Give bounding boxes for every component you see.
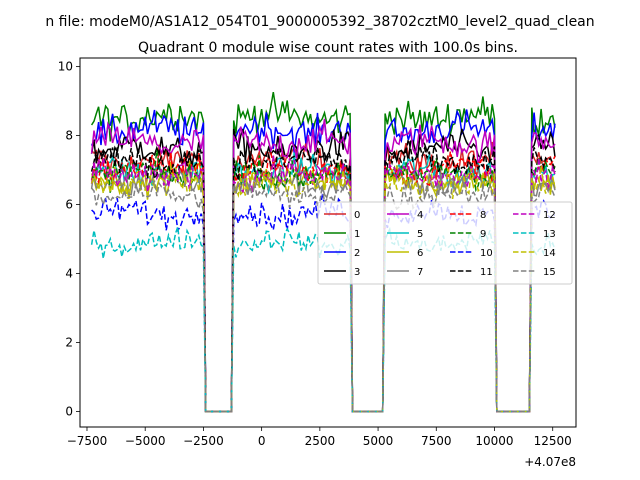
series-line-4 <box>90 118 556 413</box>
y-tick-label: 8 <box>65 129 73 143</box>
x-tick-label: −7500 <box>67 434 108 448</box>
series-line-11 <box>90 139 556 413</box>
legend-label-9: 9 <box>480 229 486 240</box>
x-tick-label: 0 <box>258 434 266 448</box>
legend-label-12: 12 <box>543 210 556 221</box>
x-axis: −7500 −5000 −2500 0 2500 5000 7500 10000 12500 <box>67 427 572 448</box>
legend-label-5: 5 <box>417 229 423 240</box>
legend-label-10: 10 <box>480 248 493 259</box>
x-tick-label: 7500 <box>421 434 452 448</box>
legend-box <box>317 201 573 285</box>
x-tick-label: 2500 <box>305 434 336 448</box>
y-tick-label: 0 <box>65 404 73 418</box>
legend-label-14: 14 <box>543 248 556 259</box>
y-tick-label: 2 <box>65 336 73 350</box>
y-tick-label: 6 <box>65 198 73 212</box>
series-line-12 <box>90 154 556 413</box>
legend-label-6: 6 <box>417 248 423 259</box>
series-line-14 <box>90 166 556 413</box>
y-axis: 0 2 4 6 8 10 <box>58 60 80 418</box>
x-tick-label: 5000 <box>363 434 394 448</box>
plot-frame <box>79 57 577 428</box>
x-offset-label: +4.07e8 <box>524 455 576 469</box>
legend-label-0: 0 <box>354 210 360 221</box>
legend-label-15: 15 <box>543 267 556 278</box>
legend-label-7: 7 <box>417 267 423 278</box>
legend-label-4: 4 <box>417 210 423 221</box>
y-tick-label: 10 <box>58 60 73 74</box>
legend-label-11: 11 <box>480 267 493 278</box>
legend-label-8: 8 <box>480 210 486 221</box>
legend-label-13: 13 <box>543 229 556 240</box>
legend-label-1: 1 <box>354 229 360 240</box>
x-tick-label: 10000 <box>475 434 513 448</box>
x-tick-label: −5000 <box>125 434 166 448</box>
chart-suptitle: n file: modeM0/AS1A12_054T01_9000005392_… <box>45 14 594 30</box>
chart-title: Quadrant 0 module wise count rates with … <box>138 40 518 56</box>
legend-label-3: 3 <box>354 267 360 278</box>
x-tick-label: 12500 <box>534 434 572 448</box>
series-line-1 <box>90 91 556 413</box>
series-line-15 <box>91 180 556 413</box>
y-tick-label: 4 <box>65 267 73 281</box>
legend-label-2: 2 <box>354 248 360 259</box>
x-tick-label: −2500 <box>183 434 224 448</box>
series-line-8 <box>90 151 556 413</box>
